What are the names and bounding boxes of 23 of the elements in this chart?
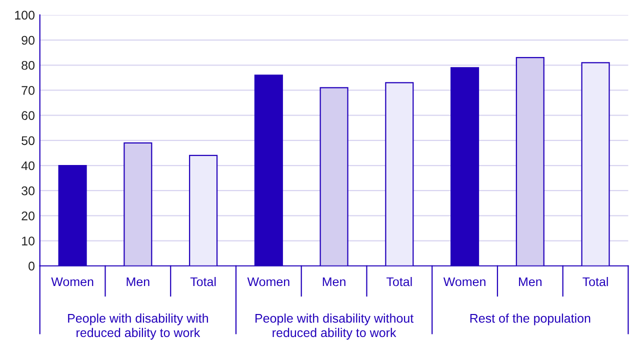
y-tick-label: 10 xyxy=(22,236,35,246)
text: Rest of the population xyxy=(470,314,590,326)
x-tick-label: Men xyxy=(322,277,346,286)
x-tick-label: Women xyxy=(247,277,290,286)
y-tick-label: 30 xyxy=(22,186,35,196)
text: People with disability without reduced ability to work xyxy=(256,314,414,340)
y-tick-label: 20 xyxy=(22,211,35,220)
y-tick-label: 0 xyxy=(28,262,35,271)
x-tick-label: Women xyxy=(443,277,486,286)
x-tick-label: Men xyxy=(519,277,542,286)
text: People with disability with reduced ability to work xyxy=(68,314,208,340)
y-tick-label: 80 xyxy=(22,60,35,70)
x-tick-label: Women xyxy=(51,277,94,286)
x-tick-label: Men xyxy=(126,277,150,286)
y-tick-label: 70 xyxy=(22,86,35,95)
y-tick-label: 100 xyxy=(15,10,35,20)
x-tick-label: Total xyxy=(582,276,608,286)
x-tick-label: Total xyxy=(386,276,412,286)
x-tick-label: Total xyxy=(190,276,216,286)
y-tick-label: 50 xyxy=(22,136,35,146)
y-tick-label: 90 xyxy=(22,36,35,45)
y-tick-label: 40 xyxy=(21,161,35,170)
y-tick-label: 60 xyxy=(22,111,35,120)
